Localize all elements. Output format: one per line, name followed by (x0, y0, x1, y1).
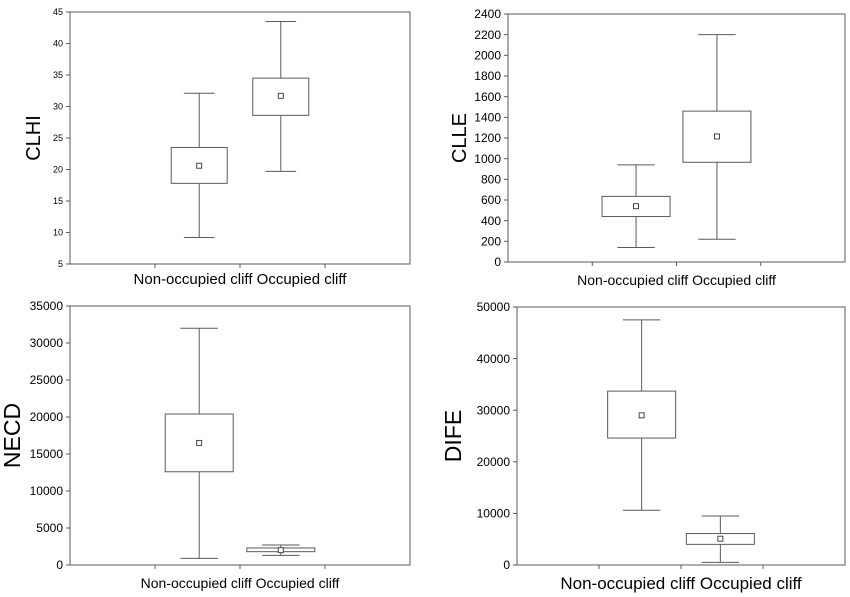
plot-frame (516, 306, 846, 566)
box-non-occupied (164, 327, 234, 559)
plot-frame (69, 305, 411, 566)
chart-panel-clhi: 5 10 15 20 25 30 35 40 45 CLHI Non-occupied cliff … (23, 7, 411, 288)
y-tick-label: 50000 (477, 300, 511, 314)
mean-marker (196, 439, 203, 446)
mean-marker (277, 547, 284, 554)
mean-marker (713, 133, 720, 140)
y-tick-label: 2000 (474, 49, 501, 63)
x-category-label: Occupied cliff (700, 574, 802, 593)
box-occupied (246, 544, 316, 556)
box-non-occupied (170, 92, 228, 239)
box-occupied (252, 20, 310, 172)
y-axis-label: CLLE (449, 113, 471, 163)
y-tick-label: 5 (58, 259, 63, 269)
y-tick-label: 1200 (474, 131, 501, 145)
y-tick-label: 400 (481, 214, 501, 228)
y-tick-label: 15 (53, 196, 63, 206)
x-category-label: Occupied cliff (257, 271, 348, 288)
y-tick-label: 0 (494, 255, 501, 269)
y-tick-label: 1800 (474, 69, 501, 83)
x-category-label: Non-occupied cliff (577, 272, 688, 288)
chart-panel-necd: 0 5000 10000 15000 20000 25000 30000 35000 NECD N… (0, 299, 411, 591)
chart-panel-clle: 0 200 400 600 800 1000 1200 1400 1600 1800 2000 220… (449, 7, 846, 288)
y-tick-label: 25000 (30, 373, 64, 387)
y-tick-label: 600 (481, 193, 501, 207)
mean-marker (717, 535, 724, 542)
mean-marker (277, 92, 284, 99)
mean-marker (633, 203, 640, 210)
y-tick-label: 1600 (474, 90, 501, 104)
y-tick-label: 20 (53, 165, 63, 175)
plot-frame (69, 11, 411, 265)
x-category-labels: Non-occupied cliff Occupied cliff (134, 271, 348, 288)
box-non-occupied (607, 319, 677, 511)
y-tick-label: 35 (53, 70, 63, 80)
x-category-label: Non-occupied cliff (560, 574, 695, 593)
y-tick-label: 10000 (477, 507, 511, 521)
y-tick-label: 1400 (474, 111, 501, 125)
x-category-label: Occupied cliff (692, 272, 776, 288)
box-occupied (685, 515, 755, 563)
chart-panel-dife: 0 10000 20000 30000 40000 50000 DIFE Non-occupi… (440, 300, 846, 593)
y-tick-label: 20000 (477, 455, 511, 469)
box-occupied (682, 34, 752, 240)
y-tick-label: 30000 (477, 403, 511, 417)
y-tick-label: 30000 (30, 336, 64, 350)
y-tick-label: 25 (53, 133, 63, 143)
y-tick-label: 15000 (30, 447, 64, 461)
box-non-occupied (601, 164, 671, 249)
plot-frame (507, 13, 846, 263)
y-axis-label: DIFE (440, 410, 466, 462)
y-tick-label: 40 (53, 39, 63, 49)
y-tick-label: 40000 (477, 352, 511, 366)
y-axis-label: CLHI (23, 115, 45, 161)
y-tick-label: 35000 (30, 299, 64, 313)
x-category-label: Non-occupied cliff (141, 575, 252, 591)
y-tick-label: 1000 (474, 152, 501, 166)
y-tick-label: 10 (53, 228, 63, 238)
x-category-labels: Non-occupied cliff Occupied cliff (141, 575, 340, 591)
y-tick-label: 2400 (474, 7, 501, 21)
y-tick-label: 0 (503, 558, 510, 572)
x-category-label: Occupied cliff (256, 575, 340, 591)
mean-marker (638, 412, 645, 419)
y-tick-label: 30 (53, 102, 63, 112)
x-category-labels: Non-occupied cliff Occupied cliff (560, 574, 802, 593)
x-category-labels: Non-occupied cliff Occupied cliff (577, 272, 776, 288)
y-tick-label: 10000 (30, 484, 64, 498)
iqr-box (682, 110, 752, 163)
mean-marker (196, 162, 203, 169)
y-tick-label: 800 (481, 173, 501, 187)
y-tick-label: 0 (56, 558, 63, 572)
y-axis-label: NECD (0, 403, 25, 468)
y-tick-label: 200 (481, 235, 501, 249)
y-tick-label: 2200 (474, 28, 501, 42)
x-category-label: Non-occupied cliff (134, 271, 254, 288)
y-tick-label: 5000 (36, 521, 63, 535)
y-tick-label: 20000 (30, 410, 64, 424)
y-tick-label: 45 (53, 7, 63, 17)
